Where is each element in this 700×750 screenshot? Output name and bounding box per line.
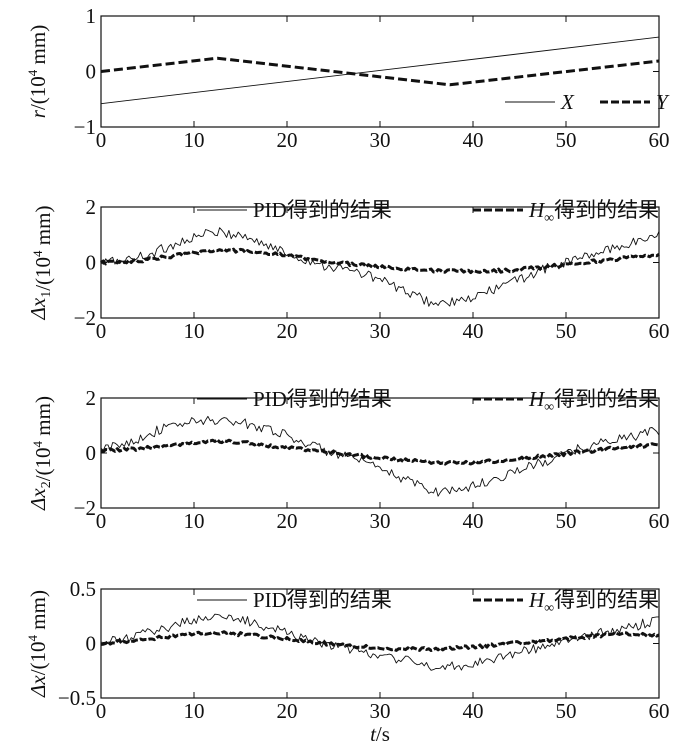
x-tick-label: 40: [463, 699, 484, 723]
x-tick-label: 10: [184, 319, 205, 343]
series-line-1: [100, 227, 660, 307]
x-tick-label: 60: [649, 319, 670, 343]
legend-label: X: [560, 90, 575, 114]
legend-label: Y: [656, 90, 670, 114]
x-tick-label: 40: [463, 509, 484, 533]
x-tick-label: 40: [463, 128, 484, 152]
x-tick-label: 50: [556, 319, 577, 343]
series-line-1: [100, 415, 660, 497]
series-line-2: [100, 630, 660, 652]
x-tick-label: 0: [96, 319, 107, 343]
x-tick-label: 10: [184, 699, 205, 723]
x-tick-label: 30: [370, 128, 391, 152]
legend-label: H∞得到的结果: [528, 588, 659, 616]
x-tick-label: 60: [649, 509, 670, 533]
y-tick-label: 0.5: [70, 577, 96, 601]
legend-label: PID得到的结果: [253, 387, 392, 411]
x-tick-label: 20: [277, 128, 298, 152]
legend-label: H∞得到的结果: [528, 387, 659, 415]
y-axis-title: Δx/(104 mm): [25, 590, 50, 698]
x-tick-label: 60: [649, 128, 670, 152]
legend: PID得到的结果 H∞得到的结果: [197, 588, 659, 616]
series-line-1: [100, 613, 659, 671]
x-tick-label: 0: [96, 509, 107, 533]
x-tick-label: 30: [370, 699, 391, 723]
legend-label: PID得到的结果: [253, 588, 392, 612]
y-axis-title: r/(104 mm): [25, 25, 50, 118]
x-tick-label: 30: [370, 319, 391, 343]
legend: PID得到的结果 H∞得到的结果: [197, 198, 659, 226]
x-tick-label: 20: [277, 699, 298, 723]
x-tick-label: 30: [370, 509, 391, 533]
x-tick-label: 20: [277, 509, 298, 533]
series-line-2: [100, 438, 660, 466]
y-tick-label: −2: [74, 306, 96, 330]
y-tick-label: 0: [86, 251, 97, 275]
x-tick-label: 40: [463, 319, 484, 343]
x-tick-label: 10: [184, 128, 205, 152]
plot-frame: [100, 206, 660, 319]
y-tick-label: −2: [74, 496, 96, 520]
legend-label: PID得到的结果: [253, 198, 392, 222]
x-tick-label: 10: [184, 509, 205, 533]
y-tick-label: 0: [86, 60, 97, 84]
y-tick-label: 0: [86, 632, 97, 656]
y-tick-label: −0.5: [58, 686, 96, 710]
legend-label: H∞得到的结果: [528, 198, 659, 226]
x-axis-title: t/s: [370, 722, 390, 746]
x-tick-label: 0: [96, 699, 107, 723]
y-tick-label: −1: [74, 115, 96, 139]
x-tick-label: 50: [556, 699, 577, 723]
y-tick-label: 1: [86, 4, 97, 28]
series-line-2: [100, 56, 660, 87]
legend: PID得到的结果 H∞得到的结果: [197, 387, 659, 415]
y-tick-label: 0: [86, 441, 97, 465]
y-tick-label: 2: [86, 386, 97, 410]
series-line-1: [100, 36, 660, 105]
x-tick-label: 50: [556, 128, 577, 152]
x-tick-label: 0: [96, 128, 107, 152]
y-axis-title: Δx1/(104 mm): [26, 206, 55, 321]
x-tick-label: 50: [556, 509, 577, 533]
plot-frame: [100, 15, 660, 128]
x-tick-label: 20: [277, 319, 298, 343]
y-tick-label: 2: [86, 195, 97, 219]
series-line-2: [100, 247, 660, 275]
chart-panel-4: 0 10 20 30 40 50 60−0.500.5Δx/(104 mm)t/sPID得到…: [25, 577, 670, 746]
y-axis-title: Δx2/(104 mm): [26, 396, 55, 511]
x-tick-label: 60: [649, 699, 670, 723]
